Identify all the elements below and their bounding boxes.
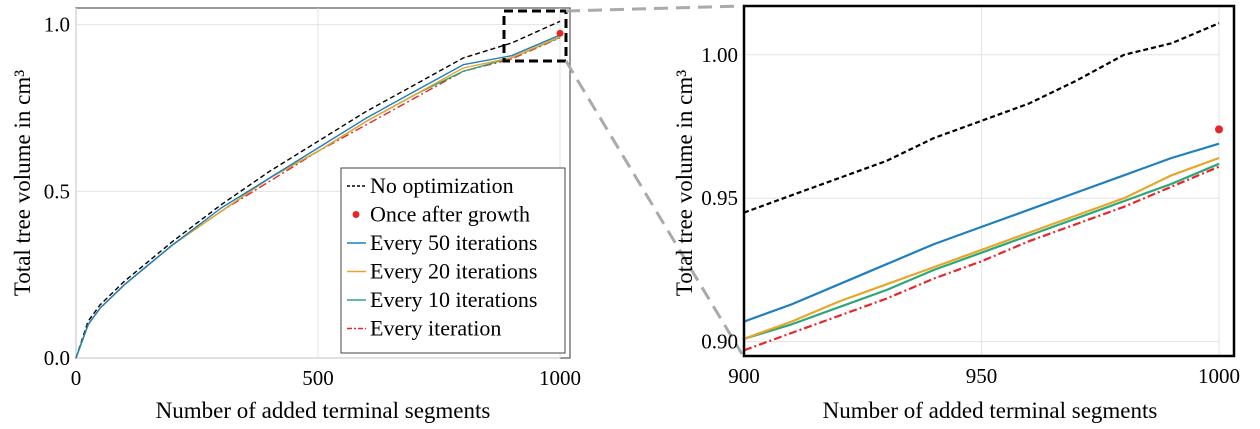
series-point-once-after-growth [1215, 125, 1223, 134]
right-series-layer [743, 22, 1223, 352]
left-x-ticks: 0 500 1000 [71, 366, 581, 390]
left-y-axis-label: Total tree volume in cm³ [10, 70, 35, 296]
legend-label-no-optimization: No optimization [370, 173, 514, 198]
legend-box [340, 167, 566, 354]
zoom-region-box [502, 9, 568, 63]
legend-label-once-after-growth: Once after growth [370, 202, 530, 227]
legend-label-every-iteration: Every iteration [370, 316, 501, 341]
y-tick-label: 1.0 [44, 13, 70, 37]
right-x-ticks: 900 950 1000 [728, 364, 1240, 388]
series-line-every-iteration [743, 165, 1220, 352]
series-line-every-50-iterations [743, 142, 1220, 323]
series-line-every-50-iterations [75, 34, 561, 359]
series-point-once-after-growth [556, 29, 564, 37]
series-line-every-20-iterations [743, 156, 1220, 340]
overview-chart: 0 500 1000 0.0 0.5 1.0 Number of added termi… [10, 7, 581, 423]
series-line-no-optimization [743, 22, 1220, 214]
legend: No optimization Once after growth Every 50… [340, 167, 566, 354]
left-series-layer [75, 20, 564, 359]
x-tick-label: 900 [728, 364, 760, 388]
series-line-no-optimization [75, 20, 561, 359]
x-tick-label: 950 [966, 364, 998, 388]
legend-label-every-50-iterations: Every 50 iterations [370, 230, 537, 255]
x-tick-label: 500 [302, 366, 334, 390]
y-tick-label: 0.5 [44, 179, 70, 203]
x-tick-label: 1000 [539, 366, 581, 390]
legend-marker-once-after-growth [352, 211, 360, 218]
series-line-every-10-iterations [743, 162, 1220, 340]
right-y-ticks: 0.90 0.95 1.00 [701, 43, 738, 354]
legend-label-every-20-iterations: Every 20 iterations [370, 259, 537, 284]
left-x-axis-label: Number of added terminal segments [156, 398, 491, 423]
y-tick-label: 0.0 [44, 346, 70, 370]
legend-label-every-10-iterations: Every 10 iterations [370, 287, 537, 312]
left-y-ticks: 0.0 0.5 1.0 [44, 13, 70, 370]
y-tick-label: 0.90 [701, 330, 738, 354]
zoomed-chart: 900 950 1000 0.90 0.95 1.00 Number of added … [672, 4, 1240, 423]
zoom-connector-bottom [564, 60, 744, 355]
right-plot-frame [742, 4, 1236, 358]
right-y-axis-label: Total tree volume in cm³ [672, 70, 697, 296]
y-tick-label: 1.00 [701, 43, 738, 67]
y-tick-label: 0.95 [701, 186, 738, 210]
zoom-connector-top [565, 4, 743, 13]
right-grid [743, 6, 1220, 356]
x-tick-label: 0 [71, 366, 82, 390]
right-x-axis-label: Number of added terminal segments [823, 398, 1158, 423]
x-tick-label: 1000 [1198, 364, 1240, 388]
